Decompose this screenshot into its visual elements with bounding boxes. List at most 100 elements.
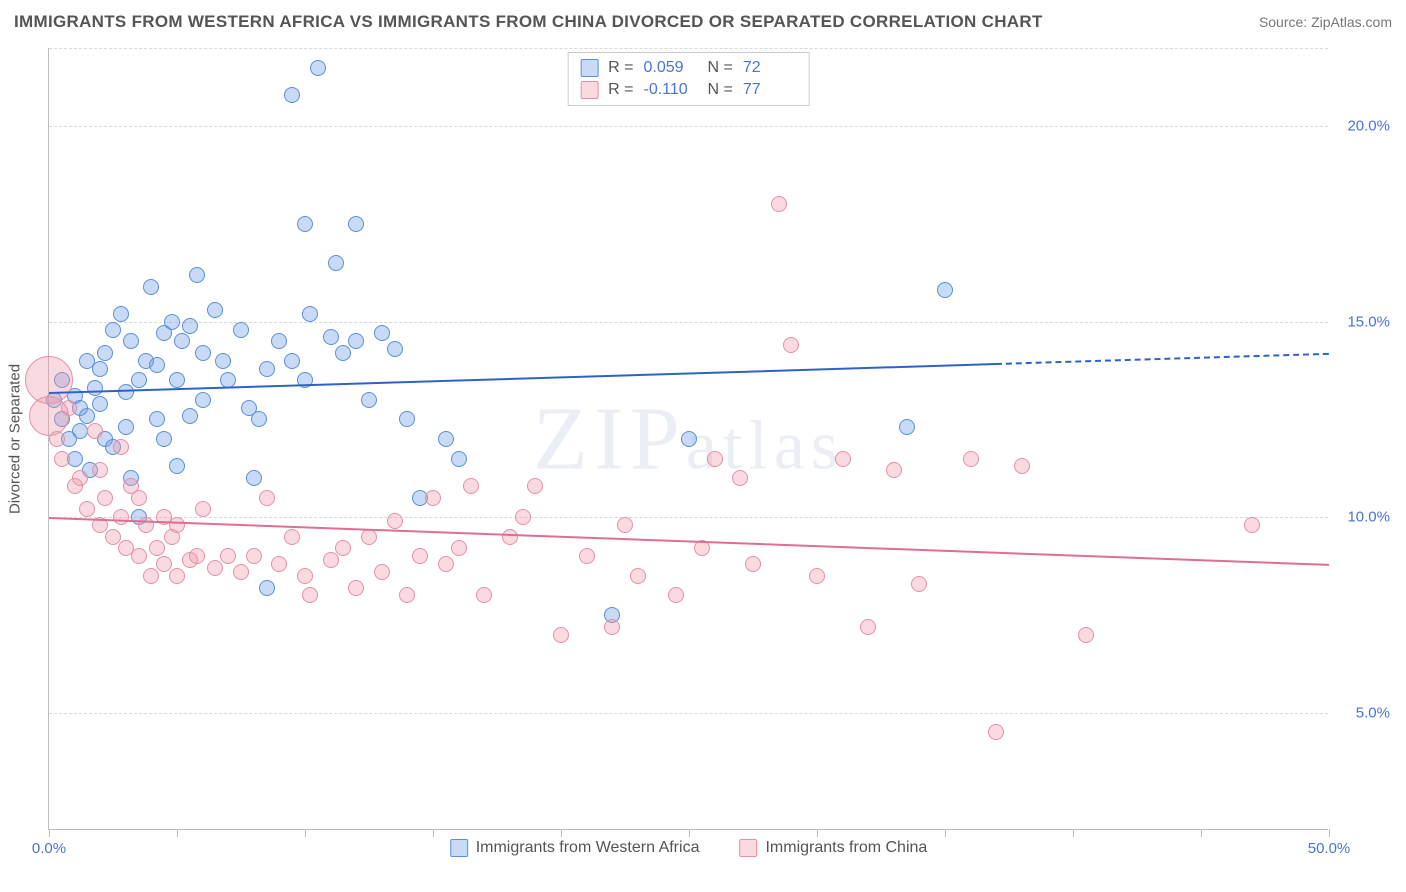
scatter-marker	[118, 384, 134, 400]
scatter-marker	[195, 501, 211, 517]
x-tick	[817, 829, 818, 837]
scatter-marker	[61, 400, 77, 416]
scatter-marker	[348, 580, 364, 596]
scatter-marker	[271, 333, 287, 349]
scatter-marker	[438, 431, 454, 447]
scatter-marker	[297, 216, 313, 232]
scatter-marker	[335, 540, 351, 556]
n-value-b: 77	[743, 79, 797, 101]
scatter-marker	[169, 517, 185, 533]
scatter-marker	[189, 548, 205, 564]
scatter-marker	[87, 423, 103, 439]
scatter-marker	[79, 501, 95, 517]
scatter-marker	[515, 509, 531, 525]
scatter-marker	[149, 357, 165, 373]
n-label: N =	[708, 79, 733, 101]
scatter-marker	[297, 568, 313, 584]
scatter-marker	[259, 580, 275, 596]
x-tick	[49, 829, 50, 837]
scatter-marker	[207, 302, 223, 318]
scatter-marker	[835, 451, 851, 467]
scatter-marker	[215, 353, 231, 369]
x-tick	[1329, 829, 1330, 837]
scatter-marker	[617, 517, 633, 533]
scatter-marker	[195, 345, 211, 361]
scatter-marker	[246, 470, 262, 486]
x-tick-label: 0.0%	[32, 840, 66, 857]
scatter-marker	[1078, 627, 1094, 643]
scatter-marker	[164, 314, 180, 330]
scatter-marker	[886, 462, 902, 478]
scatter-marker	[451, 451, 467, 467]
scatter-marker	[169, 458, 185, 474]
scatter-marker	[195, 392, 211, 408]
scatter-marker	[149, 411, 165, 427]
x-tick	[177, 829, 178, 837]
scatter-marker	[105, 529, 121, 545]
scatter-marker	[251, 411, 267, 427]
scatter-marker	[988, 724, 1004, 740]
scatter-marker	[131, 490, 147, 506]
legend-item-b: Immigrants from China	[739, 839, 927, 857]
source-attribution: Source: ZipAtlas.com	[1259, 14, 1392, 30]
r-value-b: -0.110	[644, 79, 698, 101]
scatter-marker	[169, 372, 185, 388]
scatter-marker	[374, 325, 390, 341]
r-label: R =	[608, 57, 633, 79]
x-tick-label: 50.0%	[1308, 840, 1351, 857]
scatter-marker	[174, 333, 190, 349]
scatter-marker	[527, 478, 543, 494]
scatter-marker	[302, 587, 318, 603]
y-tick-label: 15.0%	[1347, 313, 1390, 330]
scatter-marker	[105, 322, 121, 338]
scatter-marker	[451, 540, 467, 556]
y-axis-label: Divorced or Separated	[7, 363, 24, 513]
scatter-marker	[374, 564, 390, 580]
correlation-stats-box: R = 0.059 N = 72 R = -0.110 N = 77	[567, 52, 810, 106]
scatter-marker	[310, 60, 326, 76]
scatter-marker	[328, 255, 344, 271]
stats-row-series-a: R = 0.059 N = 72	[580, 57, 797, 79]
scatter-marker	[1014, 458, 1030, 474]
scatter-marker	[361, 529, 377, 545]
n-value-a: 72	[743, 57, 797, 79]
scatter-marker	[92, 361, 108, 377]
legend-label-b: Immigrants from China	[765, 839, 927, 857]
gridline	[49, 126, 1328, 127]
y-tick-label: 5.0%	[1356, 704, 1390, 721]
scatter-marker	[97, 490, 113, 506]
x-tick	[305, 829, 306, 837]
scatter-marker	[259, 490, 275, 506]
scatter-marker	[463, 478, 479, 494]
scatter-marker	[156, 431, 172, 447]
scatter-marker	[1244, 517, 1260, 533]
scatter-marker	[284, 529, 300, 545]
scatter-marker	[604, 619, 620, 635]
scatter-marker	[707, 451, 723, 467]
scatter-marker	[182, 318, 198, 334]
scatter-marker	[963, 451, 979, 467]
gridline	[49, 713, 1328, 714]
scatter-marker	[118, 419, 134, 435]
scatter-marker	[335, 345, 351, 361]
scatter-marker	[79, 408, 95, 424]
scatter-marker	[143, 279, 159, 295]
scatter-marker	[860, 619, 876, 635]
scatter-marker	[323, 329, 339, 345]
trend-line	[49, 517, 1329, 566]
scatter-marker	[49, 431, 65, 447]
scatter-marker	[502, 529, 518, 545]
swatch-series-a	[580, 59, 598, 77]
stats-row-series-b: R = -0.110 N = 77	[580, 79, 797, 101]
scatter-marker	[937, 282, 953, 298]
scatter-marker	[348, 333, 364, 349]
scatter-marker	[284, 353, 300, 369]
x-tick	[945, 829, 946, 837]
chart-title: IMMIGRANTS FROM WESTERN AFRICA VS IMMIGR…	[14, 12, 1043, 32]
scatter-marker	[156, 556, 172, 572]
scatter-marker	[348, 216, 364, 232]
x-tick	[561, 829, 562, 837]
scatter-marker	[92, 462, 108, 478]
scatter-marker	[97, 345, 113, 361]
scatter-marker	[113, 306, 129, 322]
